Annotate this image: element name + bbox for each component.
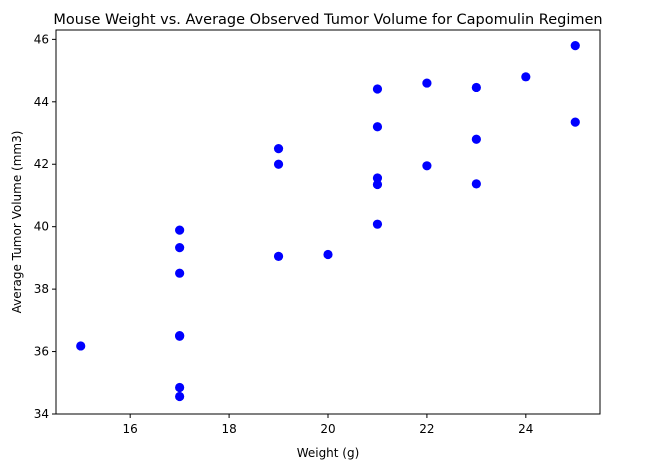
data-point-24 [570, 41, 580, 51]
data-point-1 [175, 382, 185, 393]
y-tick-label: 40 [34, 220, 49, 234]
data-point-19 [471, 179, 481, 189]
data-point-22 [521, 72, 531, 82]
data-point-10 [273, 144, 284, 154]
data-points [76, 41, 580, 402]
plot-frame [55, 29, 601, 415]
y-tick-label: 34 [34, 407, 49, 421]
data-point-5 [175, 268, 185, 278]
y-tick-label: 36 [34, 345, 49, 359]
y-tick-label: 38 [34, 282, 49, 296]
x-axis-label: Weight (g) [297, 446, 360, 460]
data-point-4 [175, 331, 185, 341]
y-tick-label: 44 [34, 95, 49, 109]
chart-title: Mouse Weight vs. Average Observed Tumor … [53, 12, 602, 28]
x-tick-label: 16 [123, 422, 138, 436]
data-point-8 [273, 251, 284, 261]
x-tick-label: 20 [320, 422, 335, 436]
data-point-23 [570, 117, 580, 127]
x-axis-ticks: 16 18 20 22 24 [123, 414, 533, 436]
data-point-7 [175, 225, 185, 235]
x-tick-label: 22 [419, 422, 434, 436]
data-point-11 [323, 249, 333, 260]
y-axis-label: Average Tumor Volume (mm3) [10, 131, 24, 314]
data-point-0 [76, 341, 86, 351]
y-axis-ticks: 34 36 38 40 42 44 46 [34, 32, 56, 421]
data-point-21 [471, 82, 481, 93]
y-tick-label: 42 [34, 157, 49, 171]
data-point-6 [175, 243, 185, 253]
y-tick-label: 46 [34, 32, 49, 46]
data-point-13 [372, 179, 383, 190]
x-tick-label: 24 [518, 422, 533, 436]
data-point-12 [372, 219, 383, 229]
data-point-17 [422, 161, 432, 171]
data-point-2 [175, 391, 185, 402]
x-tick-label: 18 [221, 422, 236, 436]
data-point-20 [471, 134, 481, 144]
data-point-18 [422, 78, 432, 88]
data-point-9 [273, 159, 284, 169]
data-point-15 [372, 122, 383, 132]
data-point-16 [372, 84, 383, 94]
data-point-14 [372, 173, 383, 183]
